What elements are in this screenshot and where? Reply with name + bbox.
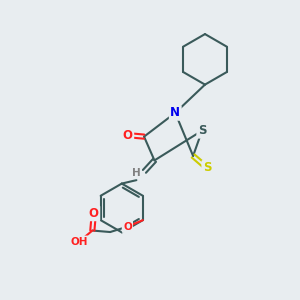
Text: O: O	[123, 222, 132, 232]
Text: O: O	[123, 129, 133, 142]
Text: O: O	[89, 207, 99, 220]
Text: OH: OH	[70, 237, 88, 247]
Text: H: H	[132, 168, 140, 178]
Text: S: S	[198, 124, 206, 137]
Text: S: S	[203, 161, 211, 175]
Text: N: N	[170, 106, 180, 119]
